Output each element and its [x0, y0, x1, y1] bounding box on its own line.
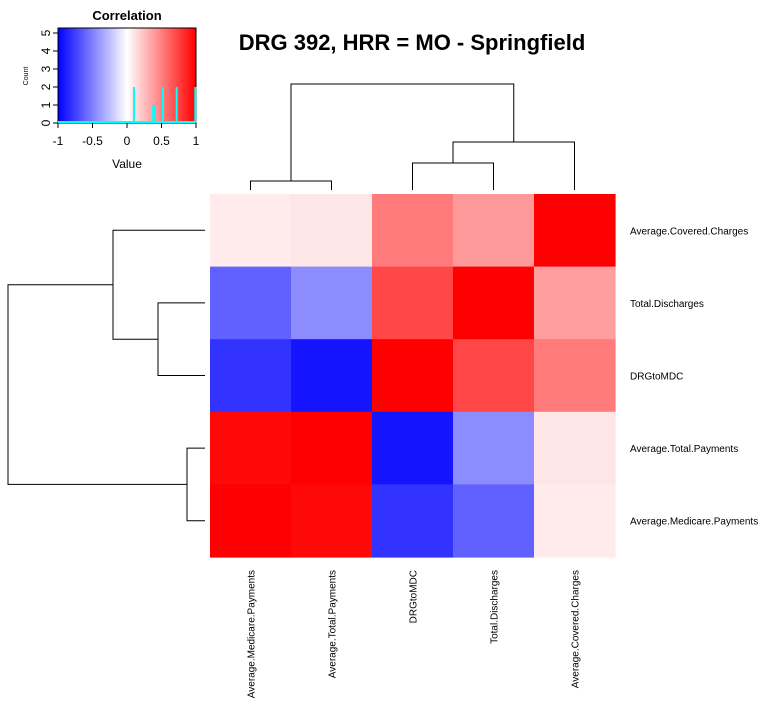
heatmap-cell-drgtomdc-total-discharges [453, 339, 535, 413]
column-dendrogram [250, 83, 575, 190]
color-key-ylabel: Count [23, 67, 30, 86]
column-label-drgtomdc: DRGtoMDC [409, 570, 420, 623]
color-key-y-tick-label: 3 [39, 65, 53, 72]
color-key-x-tick-label: -1 [53, 134, 64, 148]
color-key-title: Correlation [92, 8, 161, 23]
heatmap-cell-total-discharges-average-total-payments [291, 266, 373, 340]
color-key-x-tick-label: -0.5 [82, 134, 103, 148]
color-key-gradient [57, 27, 197, 124]
color-key-xlabel: Value [112, 157, 142, 171]
row-labels: Average.Covered.Charges Total.Discharges D… [630, 226, 758, 527]
color-key-histogram [58, 87, 197, 123]
row-dendrogram-branch [112, 229, 205, 340]
heatmap-cell-total-discharges-total-discharges [453, 266, 535, 340]
heatmap-cell-average-covered-charges-average-medicare-payments [210, 194, 292, 268]
row-dendrogram-branch [157, 302, 205, 376]
column-label-average-medicare-payments: Average.Medicare.Payments [247, 570, 258, 698]
column-label-average-total-payments: Average.Total.Payments [328, 570, 339, 678]
heatmap-cell-average-total-payments-drgtomdc [372, 411, 454, 485]
heatmap-cell-average-total-payments-average-covered-charges [534, 411, 616, 485]
column-dendrogram-branch [412, 162, 494, 190]
column-labels: Average.Medicare.Payments Average.Total.P… [247, 570, 582, 698]
row-label-drgtomdc: DRGtoMDC [630, 372, 683, 383]
heatmap-cell-total-discharges-drgtomdc [372, 266, 454, 340]
row-dendrogram-branch [186, 447, 205, 522]
column-dendrogram-branch [452, 141, 575, 190]
color-key-y-tick-label: 4 [39, 47, 53, 54]
color-key-y-tick-label: 5 [39, 29, 53, 36]
row-dendrogram [7, 229, 205, 522]
heatmap-cell-average-covered-charges-average-covered-charges [534, 194, 616, 268]
heatmap-cell-average-total-payments-total-discharges [453, 411, 535, 485]
column-label-average-covered-charges: Average.Covered.Charges [571, 570, 582, 688]
row-label-average-covered-charges: Average.Covered.Charges [630, 226, 748, 237]
color-key-y-tick-label: 0 [39, 119, 53, 126]
color-key-x-tick-label: 0 [124, 134, 131, 148]
heatmap-cell-average-covered-charges-drgtomdc [372, 194, 454, 268]
row-label-total-discharges: Total.Discharges [630, 299, 704, 310]
chart-title: DRG 392, HRR = MO - Springfield [239, 30, 586, 55]
column-dendrogram-branch [250, 180, 332, 190]
color-key-y-tick-label: 1 [39, 101, 53, 108]
color-key-y-tick-label: 2 [39, 83, 53, 90]
column-label-total-discharges: Total.Discharges [490, 570, 501, 644]
heatmap-cell-average-medicare-payments-average-total-payments [291, 484, 373, 558]
heatmap-cell-average-medicare-payments-average-medicare-payments [210, 484, 292, 558]
color-key-x-tick-label: 0.5 [153, 134, 170, 148]
heatmap-cell-average-covered-charges-average-total-payments [291, 194, 373, 268]
heatmap-cell-average-covered-charges-total-discharges [453, 194, 535, 268]
heatmap-cell-average-medicare-payments-drgtomdc [372, 484, 454, 558]
heatmap-cell-drgtomdc-average-medicare-payments [210, 339, 292, 413]
heatmap-cell-drgtomdc-drgtomdc [372, 339, 454, 413]
column-dendrogram-branch [290, 83, 515, 181]
heatmap-cell-drgtomdc-average-total-payments [291, 339, 373, 413]
heatmap-cell-drgtomdc-average-covered-charges [534, 339, 616, 413]
row-label-average-medicare-payments: Average.Medicare.Payments [630, 517, 758, 528]
heatmap-cell-average-total-payments-average-total-payments [291, 411, 373, 485]
color-key-x-tick-label: 1 [193, 134, 200, 148]
color-key: Correlation -1 -0.5 0 0.5 1 0 1 2 3 4 5 Value Coun… [23, 8, 200, 171]
heatmap-cell-total-discharges-average-medicare-payments [210, 266, 292, 340]
heatmap-cell-average-medicare-payments-average-covered-charges [534, 484, 616, 558]
row-label-average-total-payments: Average.Total.Payments [630, 444, 738, 455]
heatmap-cell-average-medicare-payments-total-discharges [453, 484, 535, 558]
heatmap-cells [210, 194, 616, 558]
heatmap-cell-total-discharges-average-covered-charges [534, 266, 616, 340]
row-dendrogram-branch [7, 284, 187, 485]
heatmap-cell-average-total-payments-average-medicare-payments [210, 411, 292, 485]
